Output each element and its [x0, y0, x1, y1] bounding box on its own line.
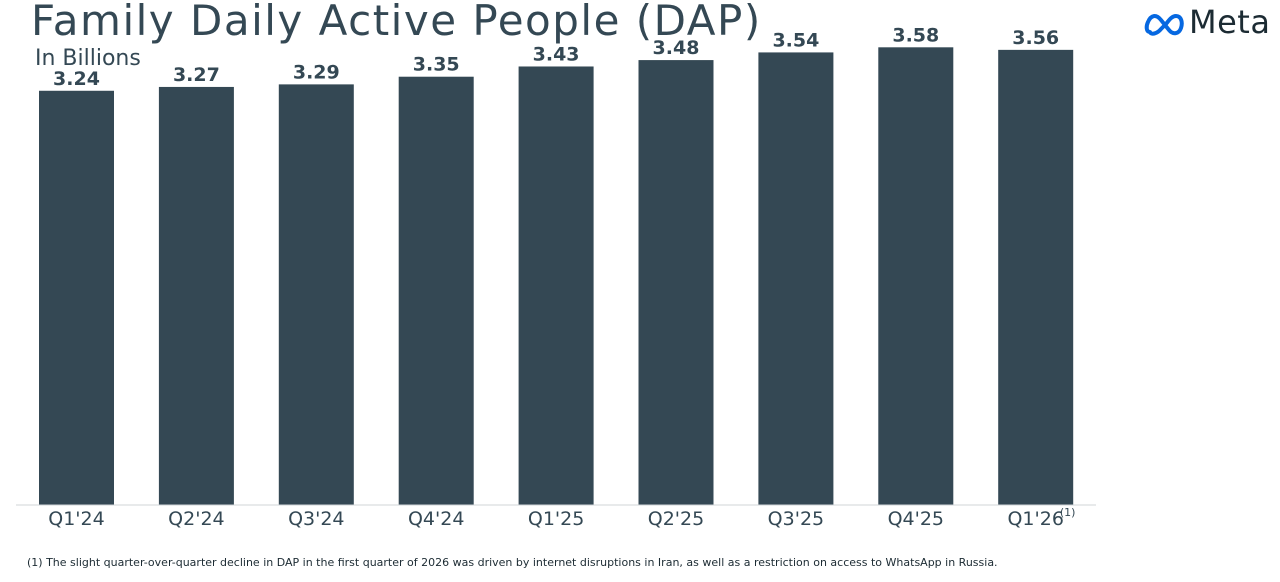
x-tick-label: Q3'25 [768, 508, 824, 530]
bar-Q4'24 [398, 76, 474, 505]
bar-Q3'25 [758, 52, 834, 505]
bar-Q1'26 [998, 49, 1074, 506]
x-tick-label: Q4'24 [408, 508, 464, 530]
x-tick-label: Q3'24 [288, 508, 344, 530]
bar-Q1'25 [518, 66, 594, 505]
bar-Q4'25 [878, 47, 954, 505]
data-label: 3.56 [1012, 27, 1059, 49]
chart-subtitle: In Billions [35, 46, 141, 71]
data-label: 3.48 [653, 37, 700, 59]
x-tick-label: Q1'26 [1007, 508, 1063, 530]
bar-Q2'24 [158, 86, 234, 505]
chart-title: Family Daily Active People (DAP) [31, 0, 762, 45]
x-tick-label: Q4'25 [888, 508, 944, 530]
bar-Q1'24 [39, 90, 114, 505]
x-tick-label: Q1'25 [528, 508, 584, 530]
meta-logo-icon [1144, 14, 1184, 36]
data-label: 3.29 [293, 61, 340, 83]
bar-Q3'24 [278, 84, 354, 505]
data-label: 3.43 [533, 43, 580, 65]
meta-logo-text: Meta [1189, 3, 1271, 41]
meta-infinity-icon [1144, 14, 1184, 36]
bar-Q2'25 [638, 60, 714, 505]
data-label: 3.58 [892, 24, 939, 46]
data-label: 3.27 [173, 64, 220, 86]
x-tick-label: Q1'24 [48, 508, 104, 530]
x-tick-label: Q2'25 [648, 508, 704, 530]
footnote: (1) The slight quarter-over-quarter decl… [27, 556, 998, 569]
x-tick-label: Q2'24 [168, 508, 224, 530]
data-label: 3.54 [772, 29, 819, 51]
data-label: 3.35 [413, 54, 460, 76]
footnote-marker: (1) [1060, 506, 1076, 519]
data-label: 3.24 [53, 68, 100, 90]
